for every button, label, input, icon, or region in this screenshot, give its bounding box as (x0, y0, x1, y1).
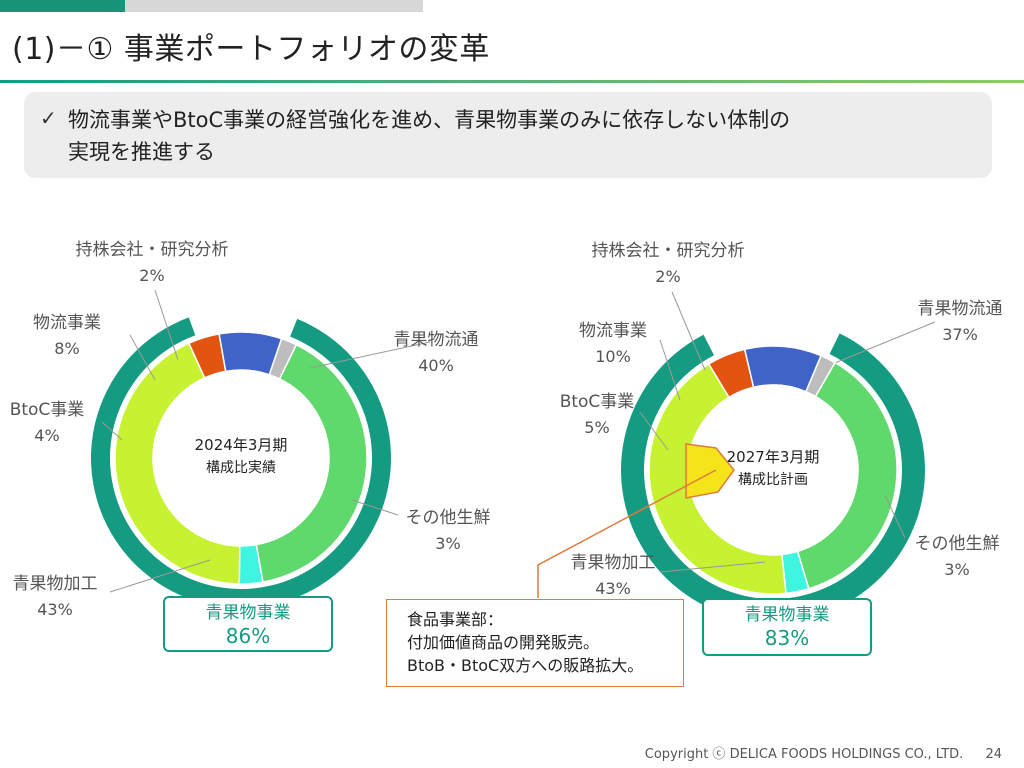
segment-total-box-2024: 青果物事業 86% (163, 596, 333, 652)
leader-line (829, 321, 936, 366)
summary-text: 物流事業やBtoC事業の経営強化を進め、青果物事業のみに依存しない体制の 実現を… (68, 104, 968, 168)
slice-name-label: 青果物加工 (13, 574, 98, 594)
segment-total-name: 青果物事業 (205, 603, 291, 623)
top-accent-bar (0, 0, 125, 12)
donut-slice (804, 354, 837, 398)
summary-line-2: 実現を推進する (68, 140, 215, 164)
leader-line (659, 561, 766, 573)
donut-slice (648, 362, 787, 595)
leader-line (101, 421, 123, 441)
leader-line (309, 341, 431, 369)
footer: Copyright ⓒ DELICA FOODS HOLDINGS CO., L… (645, 743, 1002, 762)
callout-line-2: 付加価値商品の開発販売。 (407, 633, 600, 652)
slice-percent-label: 37% (942, 325, 978, 344)
leader-line (884, 494, 906, 539)
segment-total-percent: 83% (764, 626, 810, 650)
segment-total-name: 青果物事業 (744, 605, 830, 625)
food-division-callout: 食品事業部： 付加価値商品の開発販売。 BtoB・BtoC双方への販路拡大。 (386, 599, 684, 687)
summary-line-1: 物流事業やBtoC事業の経営強化を進め、青果物事業のみに依存しない体制の (68, 108, 791, 132)
slice-name-label: BtoC事業 (10, 400, 85, 420)
donut-slice (796, 361, 898, 590)
slice-percent-label: 43% (595, 579, 631, 598)
center-period-label: 2027年3月期 (727, 448, 820, 466)
leader-line (671, 291, 706, 371)
donut-slice (268, 337, 298, 380)
center-period-label: 2024年3月期 (195, 436, 288, 454)
leader-line (109, 559, 211, 593)
donut-slice (114, 342, 241, 585)
leader-line (351, 499, 399, 516)
slice-percent-label: 10% (595, 347, 631, 366)
leader-line (659, 339, 681, 401)
slice-percent-label: 40% (418, 356, 454, 375)
leader-line (639, 411, 669, 451)
leader-line (129, 334, 156, 381)
slice-percent-label: 2% (139, 266, 164, 285)
slice-name-label: 青果物加工 (571, 553, 656, 573)
center-type-label: 構成比計画 (738, 472, 808, 488)
leader-line (154, 289, 179, 361)
callout-line-1: 食品事業部： (407, 610, 504, 629)
slice-percent-label: 8% (54, 339, 79, 358)
callout-leader-line (537, 469, 717, 598)
center-type-label: 構成比実績 (206, 460, 276, 476)
copyright-text: Copyright ⓒ DELICA FOODS HOLDINGS CO., L… (644, 747, 964, 762)
slice-name-label: 青果物流通 (394, 330, 479, 350)
slice-name-label: その他生鮮 (915, 534, 1000, 554)
slice-percent-label: 43% (37, 600, 73, 619)
slice-name-label: 青果物流通 (918, 299, 1003, 319)
slice-name-label: その他生鮮 (406, 508, 491, 528)
slice-name-label: 物流事業 (33, 313, 101, 333)
slice-name-label: 持株会社・研究分析 (592, 241, 745, 261)
slice-name-label: 物流事業 (579, 321, 647, 341)
top-gray-bar (125, 0, 423, 12)
title-underline (0, 80, 1024, 83)
slice-percent-label: 2% (655, 267, 680, 286)
slice-percent-label: 3% (944, 560, 969, 579)
slice-percent-label: 3% (435, 534, 460, 553)
food-division-highlight (685, 443, 735, 499)
slice-name-label: BtoC事業 (560, 392, 635, 412)
callout-line-3: BtoB・BtoC双方への販路拡大。 (407, 656, 644, 675)
page-number: 24 (985, 747, 1002, 762)
checkmark-icon: ✓ (40, 106, 57, 130)
slide-title: (1)－① 事業ポートフォリオの変革 (12, 32, 490, 67)
donut-slice (255, 343, 368, 583)
slice-percent-label: 4% (34, 426, 59, 445)
summary-box: ✓ 物流事業やBtoC事業の経営強化を進め、青果物事業のみに依存しない体制の 実… (24, 92, 992, 178)
segment-total-percent: 86% (225, 624, 271, 648)
segment-total-box-2027: 青果物事業 83% (702, 598, 872, 656)
slice-name-label: 持株会社・研究分析 (76, 240, 229, 260)
slice-percent-label: 5% (584, 418, 609, 437)
